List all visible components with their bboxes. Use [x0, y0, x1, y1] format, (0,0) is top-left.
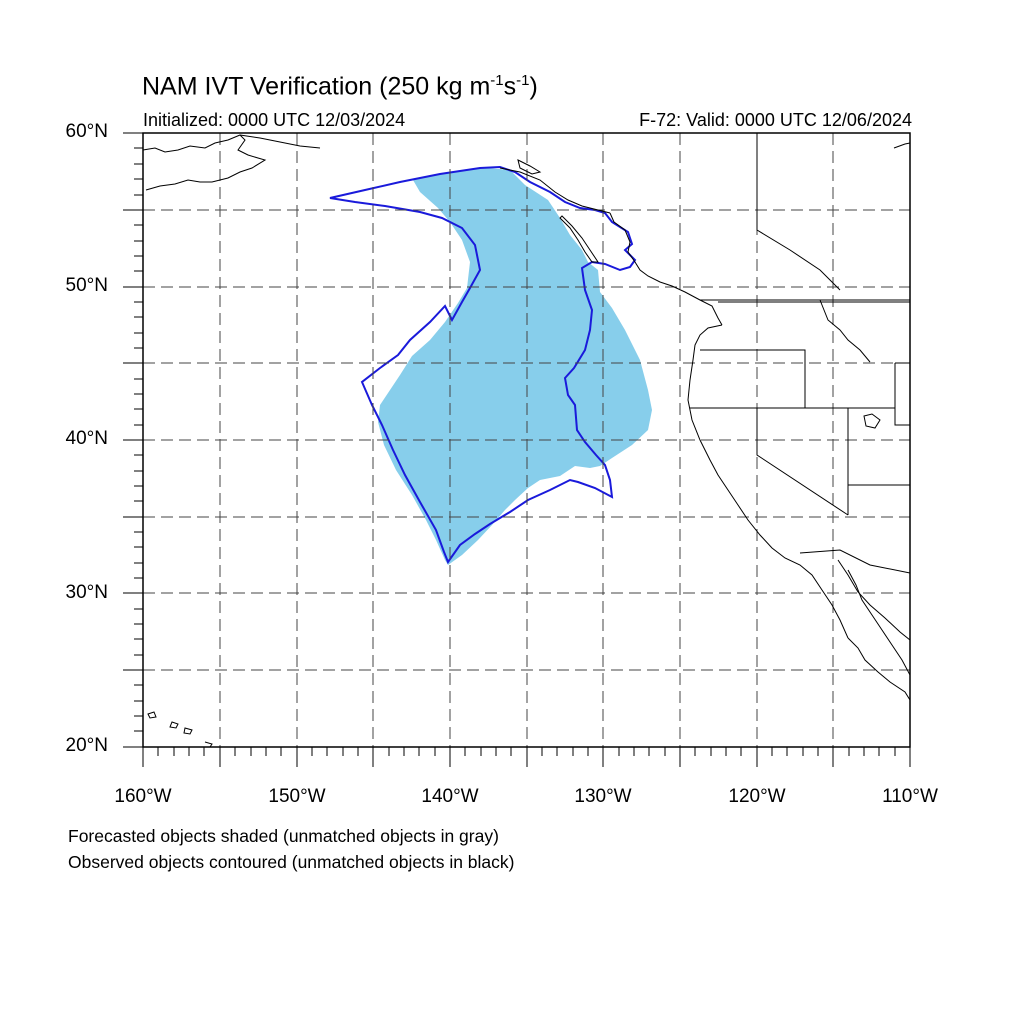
observed-object-contour	[329, 165, 637, 565]
chart-title: NAM IVT Verification (250 kg m-1s-1)	[142, 72, 538, 101]
lon-label-120w: 120°W	[728, 786, 786, 807]
lon-label-140w: 140°W	[421, 786, 479, 807]
lon-label-160w: 160°W	[114, 786, 172, 807]
lon-label-150w: 150°W	[268, 786, 326, 807]
lon-label-110w: 110°W	[882, 786, 938, 807]
lat-label-30n: 30°N	[65, 582, 108, 603]
valid-time: F-72: Valid: 0000 UTC 12/06/2024	[639, 110, 912, 130]
legend-observed: Observed objects contoured (unmatched ob…	[68, 852, 515, 872]
coastlines	[142, 133, 911, 748]
lat-label-60n: 60°N	[65, 121, 108, 142]
lat-label-20n: 20°N	[65, 735, 108, 756]
legend-forecast: Forecasted objects shaded (unmatched obj…	[68, 826, 499, 846]
lat-label-40n: 40°N	[65, 428, 108, 449]
grid-lines	[143, 133, 910, 747]
forecast-object	[378, 168, 652, 565]
axis-ticks	[123, 132, 911, 767]
initialized-time: Initialized: 0000 UTC 12/03/2024	[143, 110, 406, 130]
lat-label-50n: 50°N	[65, 275, 108, 296]
lon-label-130w: 130°W	[574, 786, 632, 807]
